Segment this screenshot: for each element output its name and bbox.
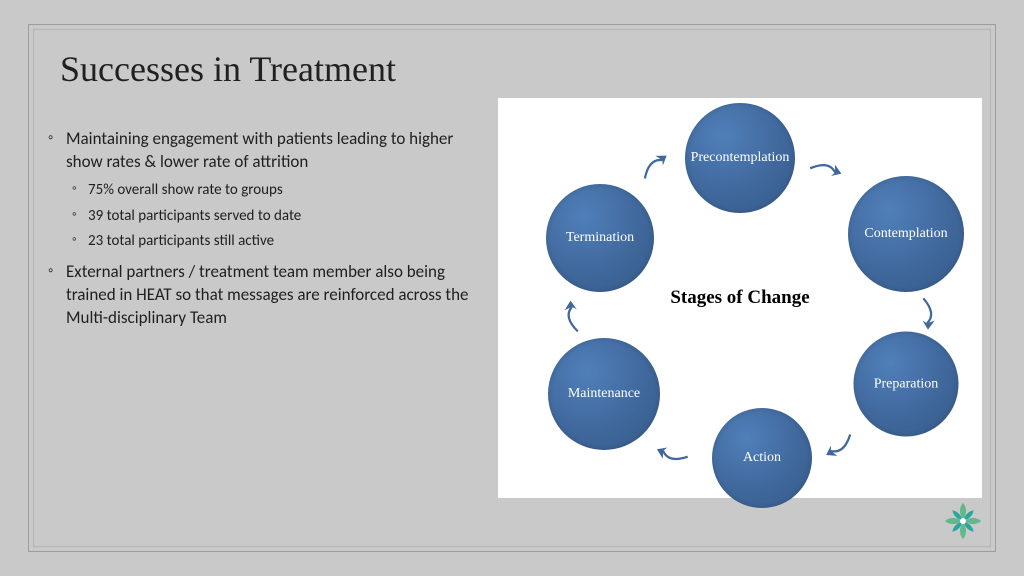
bullet-content: Maintaining engagement with patients lea… <box>44 128 474 338</box>
sub-bullet: 39 total participants served to date <box>66 206 474 228</box>
cycle-node: Maintenance <box>548 338 660 450</box>
cycle-node: Preparation <box>854 332 959 437</box>
cycle-node: Contemplation <box>848 176 964 292</box>
main-bullet: External partners / treatment team membe… <box>44 261 474 330</box>
cycle-arrow-icon <box>815 419 864 468</box>
decorative-logo-icon <box>942 500 984 542</box>
cycle-arrow-icon <box>648 428 700 480</box>
stages-of-change-diagram: Stages of Change Precontemplation Contemp… <box>498 98 982 498</box>
cycle-node: Precontemplation <box>685 103 795 213</box>
diagram-center-label: Stages of Change <box>670 287 809 309</box>
bullet-text: External partners / treatment team membe… <box>66 261 469 328</box>
sub-bullet-list: 75% overall show rate to groups 39 total… <box>66 180 474 253</box>
cycle-arrow-icon <box>553 297 594 338</box>
main-bullet-list: Maintaining engagement with patients lea… <box>44 128 474 330</box>
main-bullet: Maintaining engagement with patients lea… <box>44 128 474 253</box>
bullet-text: Maintaining engagement with patients lea… <box>66 128 453 172</box>
slide-title: Successes in Treatment <box>60 48 396 90</box>
cycle-node: Termination <box>546 184 654 292</box>
sub-bullet: 23 total participants still active <box>66 231 474 253</box>
cycle-node: Action <box>712 408 812 508</box>
sub-bullet: 75% overall show rate to groups <box>66 180 474 202</box>
cycle-arrow-icon <box>798 144 849 195</box>
cycle-arrow-icon <box>628 142 679 193</box>
cycle-arrow-icon <box>904 290 948 334</box>
